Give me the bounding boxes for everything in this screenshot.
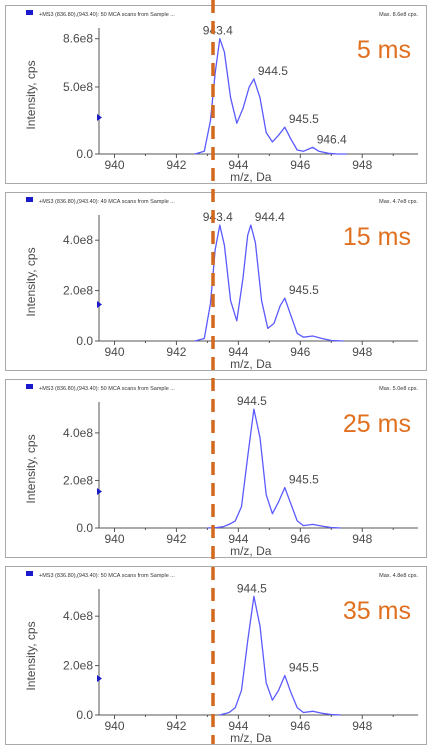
y-tick-label: 2.0e8 [63, 284, 93, 298]
time-label: 25 ms [343, 410, 411, 438]
x-tick-label: 944 [228, 532, 248, 546]
y-axis-title: Intensity, cps [24, 434, 38, 503]
x-axis-title: m/z, Da [230, 357, 272, 371]
x-axis-title: m/z, Da [230, 170, 272, 184]
y-tick-label: 4.0e8 [63, 609, 93, 623]
header-scan-info: +MS3 (836.80),(943.40): 50 MCA scans fro… [39, 386, 175, 392]
peak-label: 944.4 [255, 210, 285, 224]
spectrum-panel-2: +MS3 (836.80),(943.40): 49 MCA scans fro… [5, 192, 427, 371]
x-tick-label: 946 [290, 345, 310, 359]
spectrum-panel-4: +MS3 (836.80),(943.40): 50 MCA scans fro… [5, 566, 427, 745]
x-tick-label: 946 [290, 158, 310, 172]
spectrum-chart: +MS3 (836.80),(943.40): 50 MCA scans fro… [24, 10, 418, 184]
time-label: 5 ms [357, 36, 411, 64]
header-scan-info: +MS3 (836.80),(943.40): 50 MCA scans fro… [39, 573, 175, 579]
header-scan-info: +MS3 (836.80),(943.40): 50 MCA scans fro… [39, 12, 175, 18]
peak-label: 943.4 [203, 210, 233, 224]
x-axis-title: m/z, Da [230, 731, 272, 745]
time-label: 15 ms [343, 223, 411, 251]
x-tick-label: 942 [166, 532, 186, 546]
y-axis-title: Intensity, cps [24, 621, 38, 690]
x-tick-label: 948 [352, 158, 372, 172]
header-max-intensity: Max. 4.7e8 cps. [379, 199, 418, 205]
y-tick-label: 2.0e8 [63, 659, 93, 673]
x-tick-label: 944 [228, 158, 248, 172]
header-scan-info: +MS3 (836.80),(943.40): 49 MCA scans fro… [39, 199, 175, 205]
header-max-intensity: Max. 4.8e8 cps. [379, 573, 418, 579]
peak-label: 945.5 [289, 473, 319, 487]
header-square-icon [26, 571, 33, 576]
x-tick-label: 944 [228, 719, 248, 733]
x-tick-label: 948 [352, 719, 372, 733]
peak-label: 945.5 [289, 283, 319, 297]
y-axis-title: Intensity, cps [24, 247, 38, 316]
side-marker-icon [97, 114, 102, 121]
y-tick-label: 0.0 [76, 708, 93, 722]
spectrum-chart: +MS3 (836.80),(943.40): 49 MCA scans fro… [24, 197, 418, 371]
y-tick-label: 0.0 [76, 334, 93, 348]
y-tick-label: 8.6e8 [63, 32, 93, 46]
y-tick-label: 5.0e8 [63, 80, 93, 94]
y-tick-label: 2.0e8 [63, 473, 93, 487]
spectrum-trace [219, 595, 341, 716]
peak-label: 944.5 [237, 394, 267, 408]
x-tick-label: 942 [166, 719, 186, 733]
x-axis-title: m/z, Da [230, 544, 272, 558]
y-axis-title: Intensity, cps [24, 60, 38, 129]
header-max-intensity: Max. 5.0e8 cps. [379, 386, 418, 392]
x-tick-label: 940 [104, 532, 124, 546]
peak-label: 944.5 [258, 64, 288, 78]
y-tick-label: 4.0e8 [63, 233, 93, 247]
header-square-icon [26, 197, 33, 202]
x-tick-label: 940 [104, 158, 124, 172]
x-tick-label: 940 [104, 719, 124, 733]
spectrum-trace [194, 38, 347, 155]
header-max-intensity: Max. 8.6e8 cps. [379, 12, 418, 18]
x-tick-label: 948 [352, 345, 372, 359]
x-tick-label: 942 [166, 345, 186, 359]
header-square-icon [26, 384, 33, 389]
peak-label: 943.4 [203, 24, 233, 38]
side-marker-icon [97, 301, 102, 308]
x-tick-label: 946 [290, 719, 310, 733]
spectrum-trace [194, 224, 344, 342]
header-square-icon [26, 10, 33, 15]
spectrum-panel-3: +MS3 (836.80),(943.40): 50 MCA scans fro… [5, 379, 427, 558]
side-marker-icon [97, 488, 102, 495]
x-tick-label: 940 [104, 345, 124, 359]
side-marker-icon [97, 675, 102, 682]
y-tick-label: 4.0e8 [63, 426, 93, 440]
peak-label: 945.5 [289, 660, 319, 674]
x-tick-label: 946 [290, 532, 310, 546]
x-tick-label: 942 [166, 158, 186, 172]
spectrum-chart: +MS3 (836.80),(943.40): 50 MCA scans fro… [24, 571, 418, 745]
spectrum-chart: +MS3 (836.80),(943.40): 50 MCA scans fro… [24, 384, 418, 558]
spectrum-trace [207, 408, 341, 529]
spectrum-panel-1: +MS3 (836.80),(943.40): 50 MCA scans fro… [5, 5, 427, 184]
peak-label: 945.5 [289, 112, 319, 126]
y-tick-label: 0.0 [76, 521, 93, 535]
peak-label: 946.4 [317, 132, 347, 146]
x-tick-label: 948 [352, 532, 372, 546]
time-label: 35 ms [343, 597, 411, 625]
y-tick-label: 0.0 [76, 147, 93, 161]
x-tick-label: 944 [228, 345, 248, 359]
peak-label: 944.5 [237, 581, 267, 595]
